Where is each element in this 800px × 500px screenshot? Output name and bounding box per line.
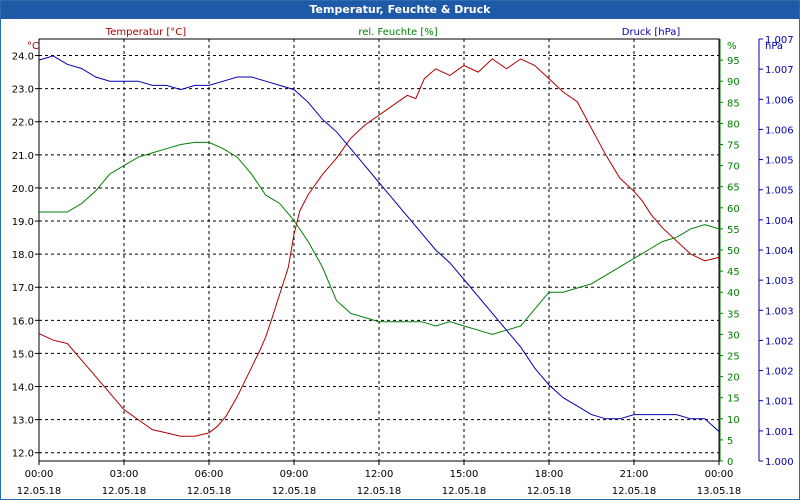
temperature-unit: °C: [27, 41, 39, 52]
time-tick-label: 03:00: [110, 469, 139, 480]
temperature-tick-label: 23.0: [12, 85, 34, 96]
pressure-tick-label: 1.003: [765, 306, 794, 317]
date-tick-label: 12.05.18: [442, 486, 487, 497]
date-tick-label: 12.05.18: [527, 486, 572, 497]
temperature-axis: 12.0 13.0 14.0 15.0 16.0 17.0 18.0 19.0 20.0 21.0…: [12, 41, 39, 460]
series-line-pressure: [38, 55, 720, 432]
pressure-tick-label: 1.007: [765, 65, 794, 76]
pressure-tick-label: 1.002: [765, 336, 794, 347]
temperature-tick-label: 13.0: [12, 416, 34, 427]
humidity-tick-label: 30: [727, 330, 740, 341]
temperature-tick-label: 14.0: [12, 383, 34, 394]
axis-headers: Temperatur [°C] rel. Feuchte [%] Druck [hP…: [105, 27, 681, 38]
pressure-tick-label: 1.000: [765, 457, 794, 468]
time-tick-label: 15:00: [450, 469, 479, 480]
humidity-header: rel. Feuchte [%]: [358, 27, 437, 38]
humidity-tick-label: 35: [727, 309, 740, 320]
date-tick-label: 12.05.18: [272, 486, 317, 497]
pressure-tick-label: 1.001: [765, 427, 794, 438]
temperature-tick-label: 22.0: [12, 118, 34, 129]
pressure-tick-label: 1.007: [765, 35, 794, 46]
humidity-tick-label: 95: [727, 56, 740, 67]
time-axis: 00:00 12.05.18 03:00 12.05.18 06:00 12.05.18 0…: [17, 461, 742, 497]
temperature-tick-label: 19.0: [12, 217, 34, 228]
pressure-axis: 1.000 1.001 1.001 1.002 1.002 1.003 1.003 1.004…: [758, 35, 794, 468]
temperature-tick-label: 24.0: [12, 52, 34, 63]
humidity-tick-label: 5: [727, 436, 733, 447]
time-tick-label: 00:00: [25, 469, 54, 480]
humidity-tick-label: 50: [727, 246, 740, 257]
date-tick-label: 12.05.18: [17, 486, 62, 497]
pressure-tick-label: 1.002: [765, 367, 794, 378]
humidity-tick-label: 0: [727, 457, 733, 468]
time-tick-label: 00:00: [705, 469, 734, 480]
humidity-tick-label: 20: [727, 373, 740, 384]
time-tick-label: 09:00: [280, 469, 309, 480]
humidity-tick-label: 85: [727, 98, 740, 109]
date-tick-label: 12.05.18: [187, 486, 232, 497]
series-layer: [38, 55, 720, 437]
time-tick-label: 21:00: [620, 469, 649, 480]
pressure-unit: hPa: [765, 41, 783, 52]
pressure-tick-label: 1.004: [765, 246, 794, 257]
date-tick-label: 13.05.18: [697, 486, 742, 497]
temperature-tick-label: 21.0: [12, 151, 34, 162]
pressure-tick-label: 1.005: [765, 186, 794, 197]
date-tick-label: 12.05.18: [102, 486, 147, 497]
pressure-header: Druck [hPa]: [622, 27, 681, 38]
chart-svg: 12.0 13.0 14.0 15.0 16.0 17.0 18.0 19.0 20.0 21.0…: [12, 27, 794, 497]
temperature-header: Temperatur [°C]: [105, 27, 186, 38]
series-line-temperature: [38, 58, 720, 437]
series-line-humidity: [39, 141, 720, 335]
time-tick-label: 06:00: [195, 469, 224, 480]
humidity-tick-label: 55: [727, 225, 740, 236]
temperature-tick-label: 20.0: [12, 184, 34, 195]
humidity-axis: 0 5 10 15 20 25 30 35 40 45 50 55 60 65 70 75 80 85 90 95%: [719, 39, 740, 468]
humidity-tick-label: 45: [727, 267, 740, 278]
time-tick-label: 12:00: [365, 469, 394, 480]
humidity-tick-label: 60: [727, 204, 740, 215]
humidity-tick-label: 15: [727, 394, 740, 405]
temperature-tick-label: 17.0: [12, 283, 34, 294]
humidity-tick-label: 40: [727, 288, 740, 299]
pressure-tick-label: 1.001: [765, 397, 794, 408]
pressure-tick-label: 1.003: [765, 276, 794, 287]
humidity-tick-label: 75: [727, 141, 740, 152]
date-tick-label: 12.05.18: [612, 486, 657, 497]
humidity-tick-label: 10: [727, 415, 740, 426]
chart-title: Temperatur, Feuchte & Druck: [1, 1, 799, 19]
pressure-tick-label: 1.005: [765, 156, 794, 167]
pressure-tick-label: 1.004: [765, 216, 794, 227]
humidity-tick-label: 80: [727, 119, 740, 130]
temperature-tick-label: 12.0: [12, 449, 34, 460]
humidity-tick-label: 25: [727, 352, 740, 363]
grid-lines: [39, 39, 719, 461]
humidity-tick-label: 90: [727, 77, 740, 88]
humidity-tick-label: 65: [727, 183, 740, 194]
time-tick-label: 18:00: [535, 469, 564, 480]
pressure-tick-label: 1.006: [765, 125, 794, 136]
temperature-tick-label: 15.0: [12, 349, 34, 360]
humidity-unit: %: [727, 41, 737, 52]
humidity-tick-label: 70: [727, 162, 740, 173]
pressure-tick-label: 1.006: [765, 95, 794, 106]
temperature-tick-label: 18.0: [12, 250, 34, 261]
date-tick-label: 12.05.18: [357, 486, 402, 497]
temperature-tick-label: 16.0: [12, 316, 34, 327]
